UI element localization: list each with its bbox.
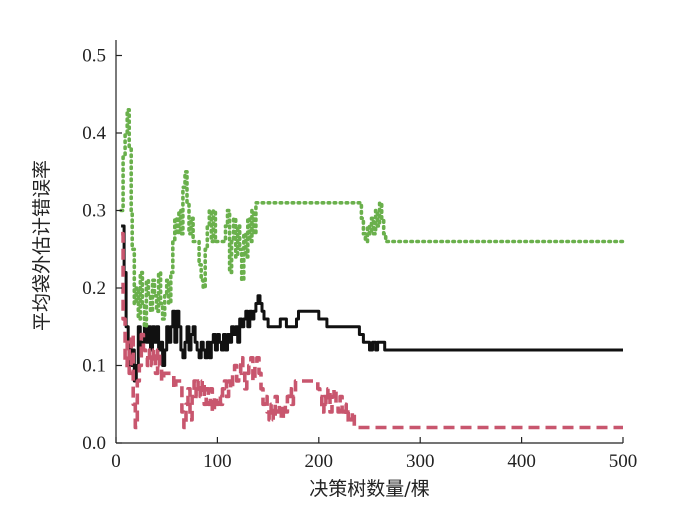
y-tick-label: 0.5 — [82, 46, 106, 67]
series-layer — [119, 108, 625, 430]
y-axis-title: 平均袋外估计错误率 — [31, 160, 53, 331]
x-axis-title: 决策树数量/棵 — [309, 478, 429, 500]
y-tick-label: 0.0 — [82, 433, 106, 454]
y-tick-label: 0.3 — [82, 201, 106, 222]
x-tick-label: 0 — [111, 451, 121, 472]
series-line-dashed — [121, 231, 623, 430]
x-tick-label: 500 — [609, 451, 638, 472]
x-tick-label: 100 — [203, 451, 232, 472]
series-line-solid — [121, 224, 623, 383]
y-tick-label: 0.1 — [82, 356, 106, 377]
x-tick-label: 200 — [305, 451, 334, 472]
ticks-layer: 0 100 200 300 400 500 0.0 0.1 0.2 0.3 0.4 0.5 — [82, 46, 637, 473]
x-tick-label: 400 — [507, 451, 536, 472]
x-tick-label: 300 — [406, 451, 435, 472]
y-tick-label: 0.2 — [82, 278, 106, 299]
y-tick-label: 0.4 — [82, 123, 106, 144]
series-line-dotted — [119, 108, 625, 329]
axes-layer — [115, 40, 623, 444]
